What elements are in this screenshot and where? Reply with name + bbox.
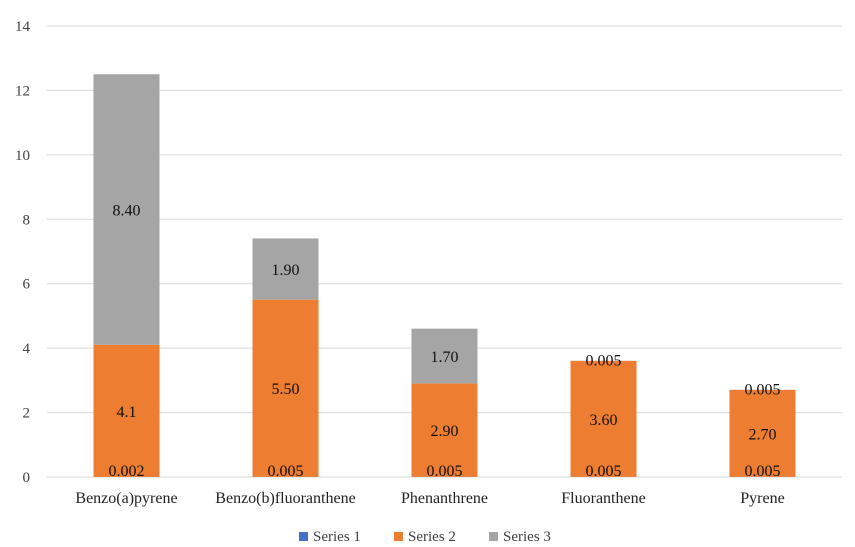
legend-swatch [299, 532, 308, 541]
data-labels: 0.002 4.1 8.40 0.005 5.50 1.90 0.005 2.90 1.70 0.… [109, 203, 781, 480]
bars [93, 74, 796, 477]
legend-item: Series 2 [394, 529, 456, 545]
data-label: 1.70 [431, 349, 459, 366]
x-axis-categories: Benzo(a)pyrene Benzo(b)fluoranthene Phenan… [75, 490, 784, 507]
data-label: 0.005 [427, 463, 463, 480]
y-tick-label: 10 [15, 148, 30, 164]
data-label: 4.1 [117, 404, 137, 421]
legend: Series 1 Series 2 Series 3 [299, 529, 551, 545]
y-tick-label: 14 [15, 19, 31, 35]
legend-swatch [489, 532, 498, 541]
legend-item: Series 1 [299, 529, 361, 545]
bar-segment [729, 389, 796, 477]
y-tick-label: 12 [15, 83, 30, 99]
x-category-label: Pyrene [740, 490, 784, 507]
bar-segment [93, 344, 160, 477]
bar-segment [570, 360, 637, 477]
y-tick-label: 4 [23, 341, 31, 357]
bar-segment [411, 383, 478, 477]
bar-segment [252, 299, 319, 477]
y-tick-label: 2 [23, 406, 31, 422]
data-label: 0.005 [586, 463, 622, 480]
data-label: 0.005 [586, 353, 622, 370]
legend-label: Series 1 [313, 529, 361, 545]
y-tick-label: 8 [23, 212, 31, 228]
legend-label: Series 2 [408, 529, 456, 545]
data-label: 3.60 [590, 412, 618, 429]
y-tick-label: 6 [23, 277, 31, 293]
x-category-label: Benzo(b)fluoranthene [215, 490, 355, 507]
bar-segment [252, 238, 319, 300]
data-label: 5.50 [272, 381, 300, 398]
legend-label: Series 3 [503, 529, 551, 545]
data-label: 1.90 [272, 262, 300, 279]
data-label: 2.70 [749, 426, 777, 443]
x-category-label: Benzo(a)pyrene [75, 490, 177, 507]
data-label: 8.40 [113, 203, 141, 220]
x-category-label: Phenanthrene [401, 490, 488, 507]
y-axis-ticks: 0 2 4 6 8 10 12 14 [15, 19, 31, 486]
bar-segment [411, 328, 478, 384]
bar-segment [93, 74, 160, 345]
data-label: 0.002 [109, 463, 145, 480]
data-label: 0.005 [268, 463, 304, 480]
x-category-label: Fluoranthene [561, 490, 645, 507]
legend-swatch [394, 532, 403, 541]
data-label: 0.005 [745, 463, 781, 480]
data-label: 2.90 [431, 423, 459, 440]
y-tick-label: 0 [23, 470, 31, 486]
legend-item: Series 3 [489, 529, 551, 545]
data-label: 0.005 [745, 382, 781, 399]
